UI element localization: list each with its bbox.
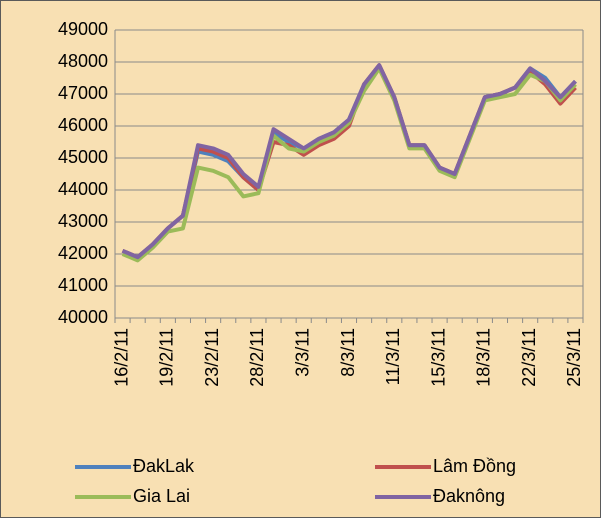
y-tick-label: 43000: [58, 211, 108, 231]
y-tick-label: 42000: [58, 243, 108, 263]
legend-label: Gia Lai: [133, 486, 190, 506]
legend-label: ĐakLak: [133, 456, 195, 476]
x-tick-label: 8/3/11: [338, 328, 358, 377]
x-tick-label: 3/3/11: [292, 328, 312, 377]
y-tick-label: 40000: [58, 307, 108, 327]
y-tick-label: 48000: [58, 51, 108, 71]
y-tick-label: 41000: [58, 275, 108, 295]
y-tick-label: 49000: [58, 19, 108, 39]
y-tick-label: 46000: [58, 115, 108, 135]
x-tick-label: 18/3/11: [474, 328, 494, 387]
y-tick-label: 44000: [58, 179, 108, 199]
x-tick-label: 16/2/11: [111, 328, 131, 387]
y-tick-label: 47000: [58, 83, 108, 103]
plot-area: [115, 30, 583, 318]
x-tick-label: 22/3/11: [519, 328, 539, 387]
x-tick-label: 19/2/11: [157, 328, 177, 387]
x-tick-label: 15/3/11: [428, 328, 448, 387]
series-line: [121, 66, 577, 263]
legend-label: Đaknông: [433, 486, 505, 506]
x-tick-label: 25/3/11: [564, 328, 584, 387]
legend-label: Lâm Đồng: [433, 456, 516, 476]
x-tick-label: 28/2/11: [247, 328, 267, 387]
y-tick-label: 45000: [58, 147, 108, 167]
series-line: [121, 63, 577, 260]
x-tick-label: 11/3/11: [383, 328, 403, 385]
x-tick-label: 23/2/11: [202, 328, 222, 387]
